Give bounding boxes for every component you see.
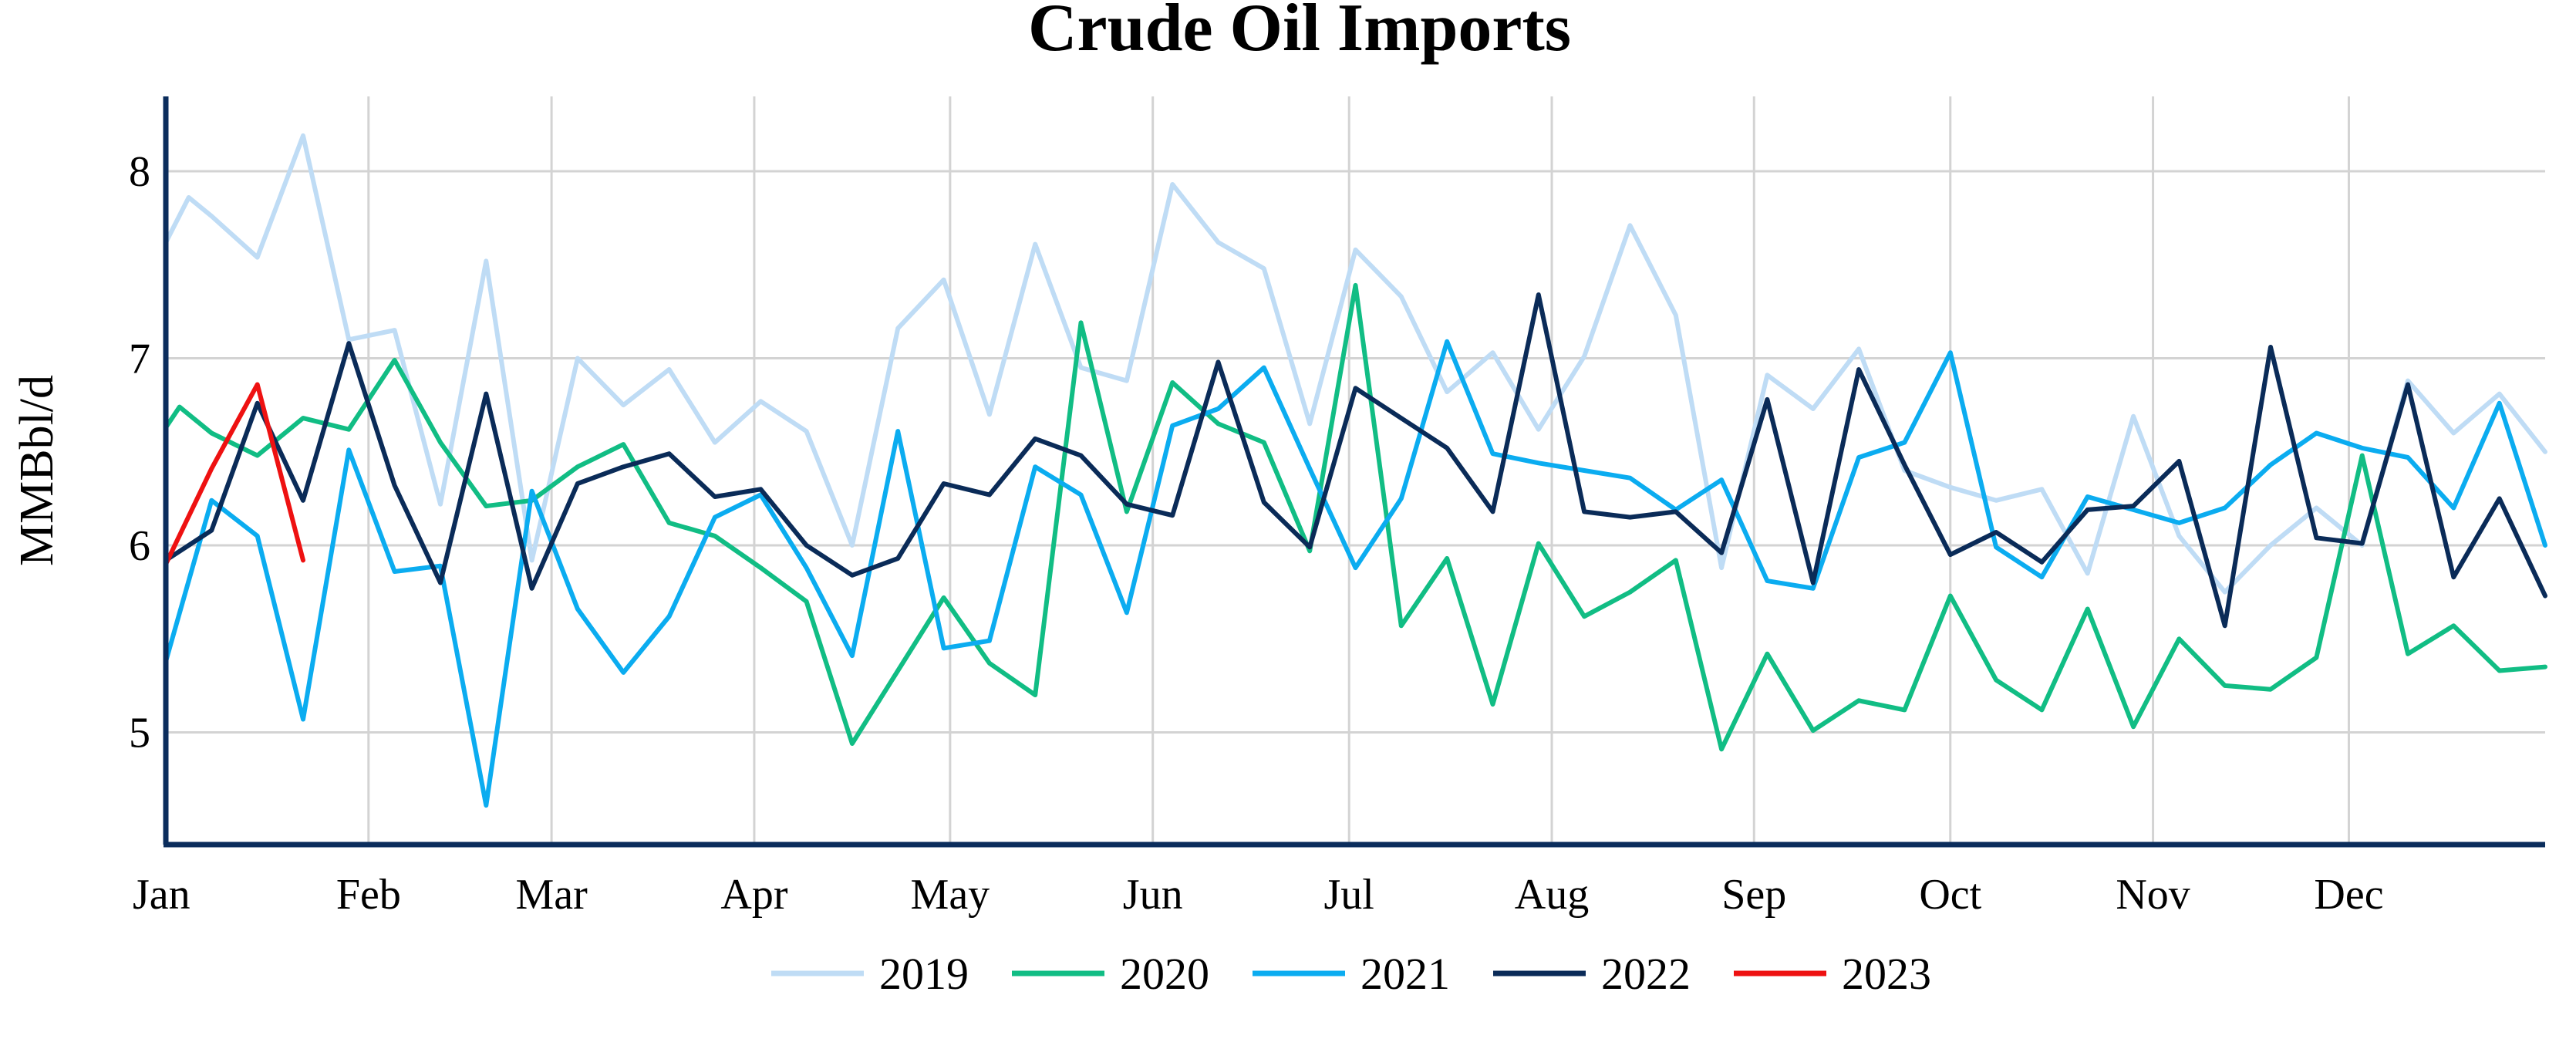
series-group xyxy=(164,133,2547,808)
legend-label-2019: 2019 xyxy=(879,949,969,999)
chart-title: Crude Oil Imports xyxy=(1028,0,1571,66)
x-tick-labels: Jan Feb Mar Apr May Jun Jul Aug Sep Oct Nov Dec xyxy=(133,871,2384,919)
y-axis-label: MMBbl/d xyxy=(11,375,63,566)
x-tick-label-jan: Jan xyxy=(133,871,191,919)
legend-label-2022: 2022 xyxy=(1601,949,1691,999)
x-tick-label-may: May xyxy=(911,871,990,919)
grid-x xyxy=(367,96,2350,845)
x-tick-label-dec: Dec xyxy=(2314,871,2383,919)
y-tick-labels: 5 6 7 8 xyxy=(129,148,150,757)
x-tick-label-jul: Jul xyxy=(1324,871,1374,919)
y-tick-label-7: 7 xyxy=(129,336,150,383)
series-line-2019 xyxy=(164,133,2547,595)
y-tick-label-8: 8 xyxy=(129,148,150,196)
y-tick-label-5: 5 xyxy=(129,710,150,757)
x-tick-label-feb: Feb xyxy=(336,871,401,919)
x-tick-label-nov: Nov xyxy=(2116,871,2190,919)
y-tick-label-6: 6 xyxy=(129,522,150,570)
x-tick-label-aug: Aug xyxy=(1515,871,1589,919)
series-line-2021 xyxy=(164,339,2547,808)
series-line-2022 xyxy=(164,292,2547,629)
grid-y xyxy=(166,170,2545,734)
legend: 2019 2020 2021 2022 2023 xyxy=(771,949,1931,999)
x-tick-label-jun: Jun xyxy=(1123,871,1183,919)
x-tick-label-apr: Apr xyxy=(720,871,787,919)
x-tick-label-mar: Mar xyxy=(515,871,588,919)
x-tick-label-sep: Sep xyxy=(1721,871,1786,919)
series-line-2023 xyxy=(164,382,305,567)
legend-label-2023: 2023 xyxy=(1842,949,1931,999)
x-tick-label-oct: Oct xyxy=(1919,871,1981,919)
legend-label-2020: 2020 xyxy=(1120,949,1209,999)
legend-label-2021: 2021 xyxy=(1360,949,1450,999)
series-line-2020 xyxy=(164,282,2547,752)
